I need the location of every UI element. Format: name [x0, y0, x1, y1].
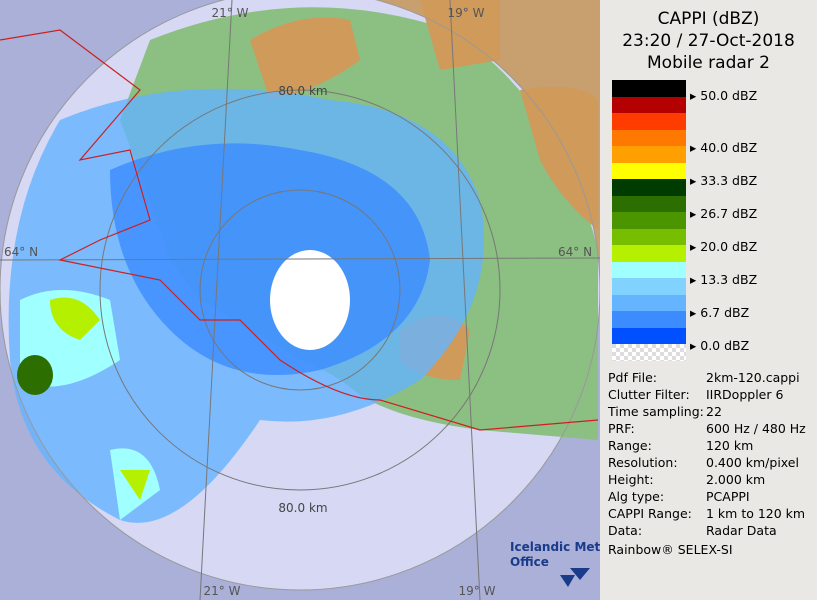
info-value: PCAPPI: [706, 489, 750, 504]
range-label: 80.0 km: [278, 501, 327, 515]
legend-swatch: [612, 96, 686, 113]
radar-map: 21° W 19° W 21° W 19° W 64° N 64° N 80.0…: [0, 0, 600, 600]
info-key: PRF:: [608, 421, 635, 436]
logo-text: Icelandic Met: [510, 540, 600, 554]
info-row: Height: 2.000 km: [608, 472, 806, 489]
info-row: PRF: 600 Hz / 480 Hz: [608, 421, 806, 438]
info-row: Range: 120 km: [608, 438, 806, 455]
legend-swatch: [612, 245, 686, 262]
info-value: 120 km: [706, 438, 754, 453]
range-label: 80.0 km: [278, 84, 327, 98]
info-key: Resolution:: [608, 455, 678, 470]
info-key: Range:: [608, 438, 652, 453]
info-value: 1 km to 120 km: [706, 506, 806, 521]
title: Mobile radar 2: [647, 53, 770, 73]
legend-label: ▸ 13.3 dBZ: [690, 271, 758, 287]
info-table: Pdf File: 2km-120.cappi Clutter Filter: IIR…: [608, 370, 806, 540]
legend-swatch: [612, 344, 686, 361]
info-key: Data:: [608, 523, 643, 538]
legend-label: ▸ 26.7 dBZ: [690, 205, 758, 221]
legend-swatch: [612, 278, 686, 295]
legend-swatch: [612, 228, 686, 245]
lon-label: 21° W: [212, 6, 249, 20]
info-value: Radar Data: [706, 523, 777, 538]
info-key: Height:: [608, 472, 654, 487]
legend-swatch: [612, 311, 686, 328]
info-row: Alg type: PCAPPI: [608, 489, 806, 506]
info-key: CAPPI Range:: [608, 506, 692, 521]
logo-text: Office: [510, 555, 549, 569]
legend-swatch: [612, 179, 686, 196]
legend-swatch: [612, 327, 686, 344]
info-row: Clutter Filter: IIRDoppler 6: [608, 387, 806, 404]
info-panel: CAPPI (dBZ) 23:20 / 27-Oct-2018 Mobile r…: [600, 0, 817, 600]
lon-label: 19° W: [448, 6, 485, 20]
lon-label: 21° W: [204, 584, 241, 598]
legend-swatch: [612, 113, 686, 130]
legend-swatch: [612, 80, 686, 97]
lat-label: 64° N: [558, 245, 592, 259]
info-row: Pdf File: 2km-120.cappi: [608, 370, 806, 387]
info-row: CAPPI Range: 1 km to 120 km: [608, 506, 806, 523]
legend-swatch: [612, 146, 686, 163]
legend-swatch: [612, 261, 686, 278]
legend-swatch: [612, 212, 686, 229]
footer: Rainbow® SELEX-SI: [608, 542, 733, 557]
legend-swatch: [612, 294, 686, 311]
info-key: Alg type:: [608, 489, 665, 504]
legend-label: ▸ 20.0 dBZ: [690, 238, 758, 254]
legend-label: ▸ 0.0 dBZ: [690, 337, 750, 353]
info-value: 0.400 km/pixel: [706, 455, 799, 470]
title: 23:20 / 27-Oct-2018: [622, 31, 795, 51]
info-value: IIRDoppler 6: [706, 387, 784, 402]
legend: ▸ 50.0 dBZ ▸ 40.0 dBZ ▸ 33.3 dBZ ▸ 26.7 dBZ…: [612, 80, 757, 361]
info-key: Time sampling:: [608, 404, 704, 419]
legend-label: ▸ 50.0 dBZ: [690, 88, 758, 103]
info-row: Resolution: 0.400 km/pixel: [608, 455, 806, 472]
info-value: 600 Hz / 480 Hz: [706, 421, 806, 436]
legend-swatch: [612, 162, 686, 179]
info-value: 2.000 km: [706, 472, 766, 487]
lat-label: 64° N: [4, 245, 38, 259]
info-row: Data: Radar Data: [608, 523, 806, 540]
title: CAPPI (dBZ): [657, 9, 760, 29]
legend-label: ▸ 6.7 dBZ: [690, 304, 750, 320]
info-row: Time sampling: 22: [608, 404, 806, 421]
legend-label: ▸ 33.3 dBZ: [690, 172, 758, 188]
legend-swatch: [612, 129, 686, 146]
info-key: Pdf File:: [608, 370, 657, 385]
info-value: 2km-120.cappi: [706, 370, 800, 385]
info-key: Clutter Filter:: [608, 387, 690, 402]
info-value: 22: [706, 404, 722, 419]
legend-swatch: [612, 195, 686, 212]
legend-label: ▸ 40.0 dBZ: [690, 139, 758, 155]
lon-label: 19° W: [459, 584, 496, 598]
